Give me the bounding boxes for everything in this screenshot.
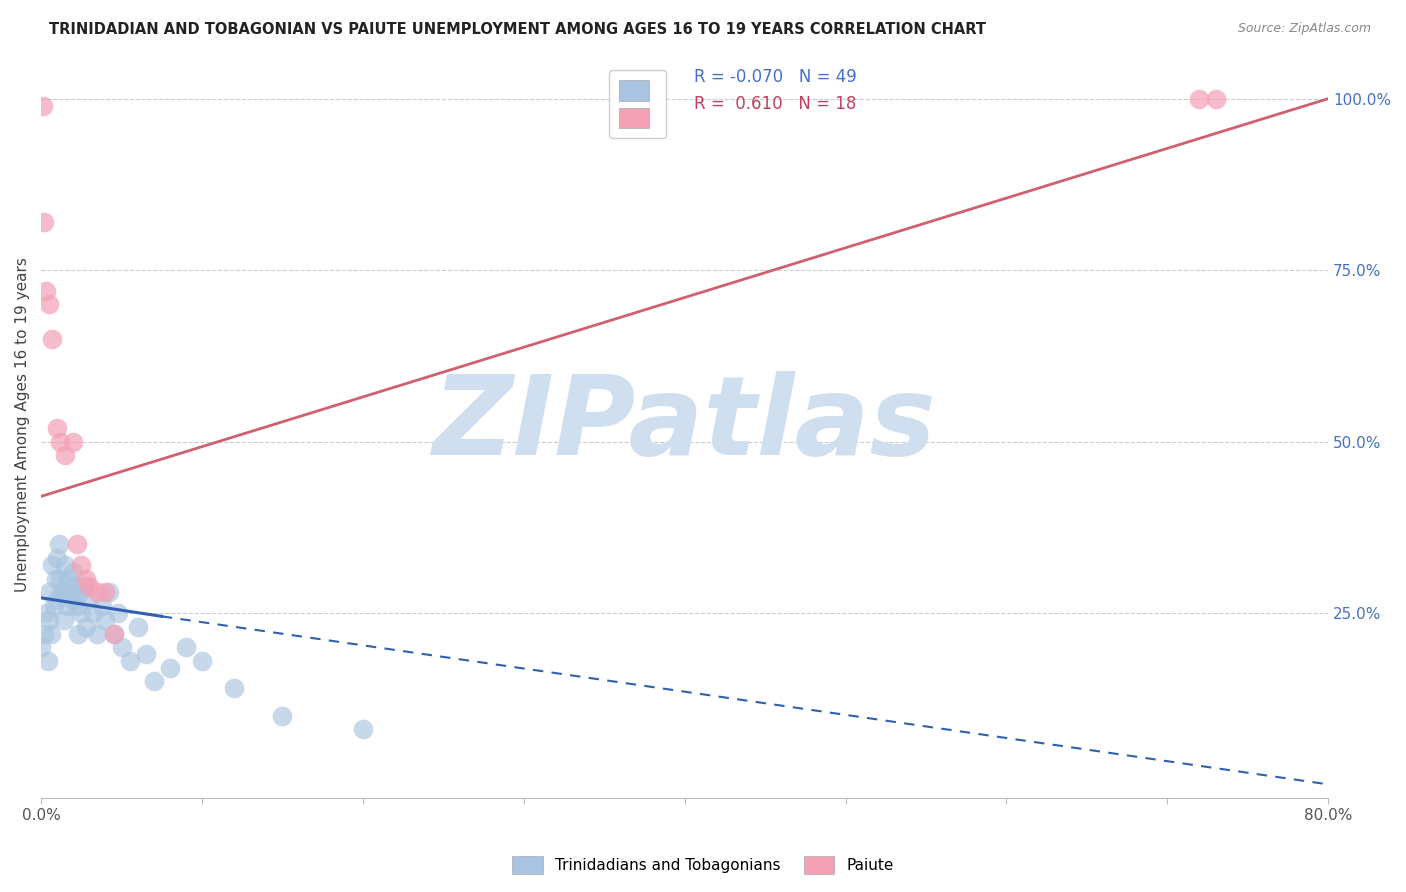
Point bbox=[91, 599, 114, 613]
Point bbox=[1188, 92, 1211, 106]
Point bbox=[127, 620, 149, 634]
Point bbox=[53, 585, 76, 599]
Point bbox=[46, 421, 69, 435]
Point bbox=[73, 578, 96, 592]
Point bbox=[35, 284, 58, 298]
Point bbox=[67, 626, 90, 640]
Point bbox=[79, 578, 101, 592]
Point bbox=[46, 551, 69, 566]
Point bbox=[48, 537, 70, 551]
Point bbox=[103, 626, 125, 640]
Point bbox=[191, 654, 214, 668]
Point bbox=[69, 585, 91, 599]
Point bbox=[75, 572, 97, 586]
Point bbox=[118, 654, 141, 668]
Point bbox=[58, 572, 80, 586]
Point bbox=[46, 592, 69, 607]
Point bbox=[352, 723, 374, 737]
Y-axis label: Unemployment Among Ages 16 to 19 years: Unemployment Among Ages 16 to 19 years bbox=[15, 257, 30, 591]
Point bbox=[65, 599, 87, 613]
Point bbox=[135, 647, 157, 661]
Point bbox=[142, 674, 165, 689]
Point bbox=[31, 98, 53, 112]
Point bbox=[70, 606, 93, 620]
Text: TRINIDADIAN AND TOBAGONIAN VS PAIUTE UNEMPLOYMENT AMONG AGES 16 TO 19 YEARS CORR: TRINIDADIAN AND TOBAGONIAN VS PAIUTE UNE… bbox=[49, 22, 986, 37]
Point bbox=[82, 606, 104, 620]
Text: R =  0.610   N = 18: R = 0.610 N = 18 bbox=[693, 95, 856, 113]
Point bbox=[34, 215, 56, 229]
Point bbox=[107, 606, 129, 620]
Point bbox=[224, 681, 246, 696]
Point bbox=[49, 434, 72, 449]
Point bbox=[51, 585, 73, 599]
Point bbox=[62, 565, 84, 579]
Point bbox=[110, 640, 132, 655]
Point bbox=[63, 578, 86, 592]
Point bbox=[35, 606, 58, 620]
Point bbox=[38, 297, 60, 311]
Point bbox=[86, 585, 108, 599]
Point bbox=[56, 599, 79, 613]
Point bbox=[38, 585, 60, 599]
Point bbox=[174, 640, 197, 655]
Point bbox=[65, 537, 87, 551]
Point bbox=[52, 613, 75, 627]
Point bbox=[75, 620, 97, 634]
Point bbox=[94, 585, 117, 599]
Legend: Trinidadians and Tobagonians, Paiute: Trinidadians and Tobagonians, Paiute bbox=[506, 850, 900, 880]
Point bbox=[1205, 92, 1227, 106]
Point bbox=[41, 332, 63, 346]
Point bbox=[30, 640, 52, 655]
Text: Source: ZipAtlas.com: Source: ZipAtlas.com bbox=[1237, 22, 1371, 36]
Point bbox=[38, 613, 60, 627]
Point bbox=[49, 572, 72, 586]
Point bbox=[53, 448, 76, 462]
Point bbox=[271, 708, 294, 723]
Point bbox=[97, 585, 120, 599]
Point bbox=[45, 572, 67, 586]
Point bbox=[62, 434, 84, 449]
Text: ZIPatlas: ZIPatlas bbox=[433, 371, 936, 478]
Point bbox=[42, 599, 65, 613]
Point bbox=[41, 558, 63, 572]
Legend: , : , bbox=[609, 70, 666, 138]
Point bbox=[103, 626, 125, 640]
Point bbox=[34, 626, 56, 640]
Point bbox=[79, 592, 101, 607]
Point bbox=[70, 558, 93, 572]
Point bbox=[159, 661, 181, 675]
Point bbox=[86, 626, 108, 640]
Point bbox=[53, 558, 76, 572]
Point bbox=[94, 613, 117, 627]
Point bbox=[59, 585, 82, 599]
Point bbox=[60, 592, 83, 607]
Text: R = -0.070   N = 49: R = -0.070 N = 49 bbox=[693, 68, 856, 86]
Point bbox=[37, 654, 59, 668]
Point bbox=[39, 626, 62, 640]
